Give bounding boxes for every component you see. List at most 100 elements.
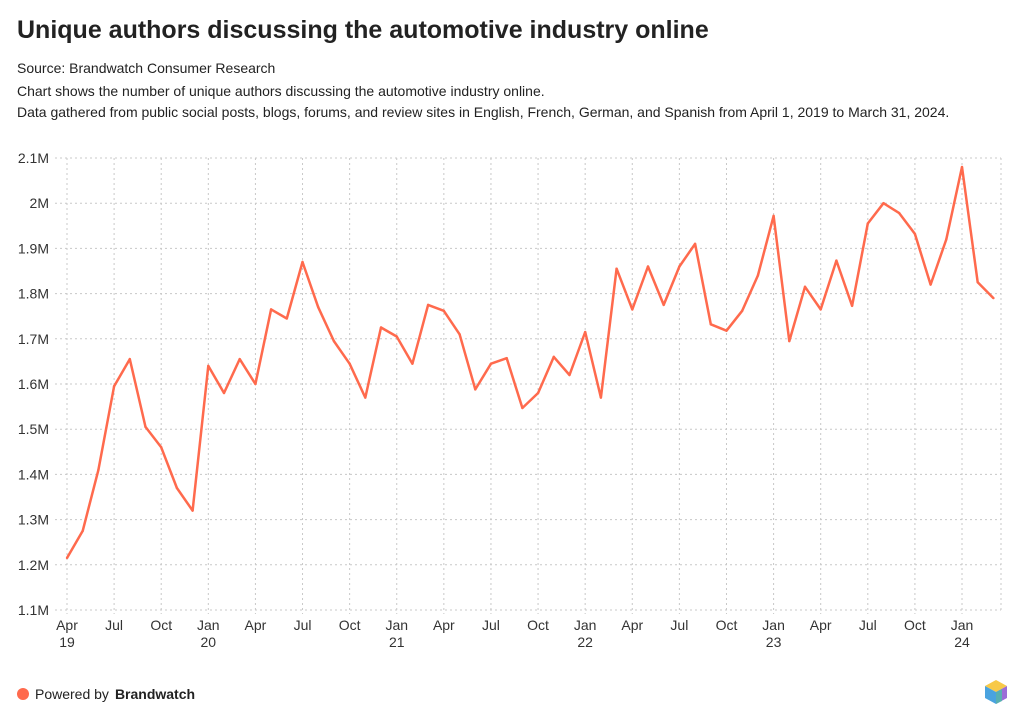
- x-tick-label: Oct: [150, 617, 172, 633]
- y-tick-label: 1.4M: [18, 466, 49, 482]
- data-point: [631, 308, 634, 311]
- data-point: [976, 281, 979, 284]
- data-point: [898, 211, 901, 215]
- data-point: [521, 406, 524, 410]
- data-point: [819, 308, 822, 311]
- x-tick-label: Oct: [527, 617, 549, 633]
- data-point: [222, 391, 226, 395]
- data-point: [269, 308, 273, 311]
- x-tick-label: Apr: [810, 617, 832, 633]
- data-point: [709, 323, 712, 326]
- x-tick-label: Jan: [197, 617, 220, 633]
- data-point: [254, 382, 257, 386]
- data-point: [913, 232, 917, 236]
- data-point: [583, 330, 587, 334]
- y-tick-label: 2M: [30, 195, 49, 211]
- data-point: [97, 468, 100, 472]
- data-point: [788, 339, 791, 343]
- x-tick-label: Jul: [105, 617, 123, 633]
- data-point: [207, 364, 210, 368]
- x-tick-label: Oct: [716, 617, 738, 633]
- data-point: [301, 260, 304, 264]
- data-point: [803, 285, 807, 289]
- data-point: [317, 305, 320, 309]
- x-tick-label: Jul: [859, 617, 877, 633]
- data-point: [866, 222, 870, 225]
- data-point: [175, 486, 179, 490]
- data-point: [662, 303, 665, 307]
- line-chart: 1.1M 1.2M 1.3M 1.4M 1.5M 1.6M 1.7M 1.8M 1.9M 2M 2.…: [18, 150, 1002, 650]
- x-tick-year: 20: [201, 634, 217, 650]
- x-tick-label: Jan: [385, 617, 408, 633]
- data-point: [772, 214, 775, 218]
- y-tick-label: 1.2M: [18, 557, 49, 573]
- data-point: [678, 265, 681, 268]
- x-tick-label: Apr: [433, 617, 455, 633]
- x-tick-label: Apr: [56, 617, 78, 633]
- x-tick-label: Jul: [670, 617, 688, 633]
- data-point: [426, 303, 430, 307]
- x-tick-year: 21: [389, 634, 405, 650]
- x-tick-label: Apr: [245, 617, 267, 633]
- description-line-1: Chart shows the number of unique authors…: [17, 83, 545, 99]
- data-point: [285, 317, 289, 320]
- data-point: [364, 396, 367, 399]
- data-point: [850, 304, 854, 308]
- data-point: [332, 339, 336, 343]
- y-tick-label: 1.5M: [18, 421, 49, 437]
- data-point: [599, 396, 603, 399]
- chart-title: Unique authors discussing the automotive…: [17, 16, 709, 44]
- brand-name[interactable]: Brandwatch: [114, 686, 196, 702]
- data-point: [411, 362, 414, 365]
- data-point: [144, 425, 147, 429]
- series-line: [65, 165, 995, 559]
- x-tick-year: 19: [59, 634, 75, 650]
- data-point: [348, 362, 351, 365]
- x-tick-year: 24: [954, 634, 970, 650]
- data-point: [474, 388, 477, 391]
- y-tick-label: 1.7M: [18, 331, 49, 347]
- y-tick-label: 1.9M: [18, 240, 49, 256]
- source-text: Source: Brandwatch Consumer Research: [17, 60, 276, 76]
- x-tick-label: Apr: [621, 617, 643, 633]
- data-point: [835, 259, 838, 262]
- data-point: [725, 329, 728, 332]
- data-point: [882, 202, 885, 205]
- data-point: [112, 385, 116, 388]
- data-point: [379, 326, 383, 329]
- data-point: [489, 362, 493, 365]
- data-point: [395, 335, 398, 338]
- y-tick-label: 1.3M: [18, 512, 49, 528]
- data-point: [568, 373, 571, 377]
- footer: Powered by Brandwatch: [17, 686, 195, 702]
- data-point: [929, 283, 932, 286]
- data-point: [756, 274, 760, 277]
- data-point: [992, 296, 995, 300]
- description-line-2: Data gathered from public social posts, …: [17, 104, 950, 120]
- x-tick-label: Oct: [904, 617, 926, 633]
- data-point: [128, 357, 132, 361]
- data-point: [65, 556, 69, 560]
- x-tick-year: 23: [766, 634, 782, 650]
- x-tick-year: 22: [577, 634, 593, 650]
- x-tick-label: Jul: [482, 617, 500, 633]
- data-point: [458, 333, 461, 336]
- data-point: [740, 309, 744, 312]
- data-point: [160, 446, 163, 449]
- data-point: [693, 242, 697, 246]
- data-point: [238, 357, 241, 361]
- x-tick-label: Jan: [762, 617, 785, 633]
- data-point: [615, 267, 618, 270]
- data-point: [191, 509, 194, 512]
- y-tick-label: 1.8M: [18, 286, 49, 302]
- brandwatch-logo-icon: [985, 680, 1007, 704]
- x-tick-label: Jan: [574, 617, 597, 633]
- data-point: [960, 165, 964, 169]
- data-point: [536, 391, 540, 395]
- brand-dot-icon: [17, 688, 29, 700]
- data-point: [945, 238, 948, 241]
- y-tick-label: 1.6M: [18, 376, 49, 392]
- data-point: [81, 529, 84, 533]
- data-point: [505, 357, 508, 360]
- x-tick-label: Jul: [294, 617, 312, 633]
